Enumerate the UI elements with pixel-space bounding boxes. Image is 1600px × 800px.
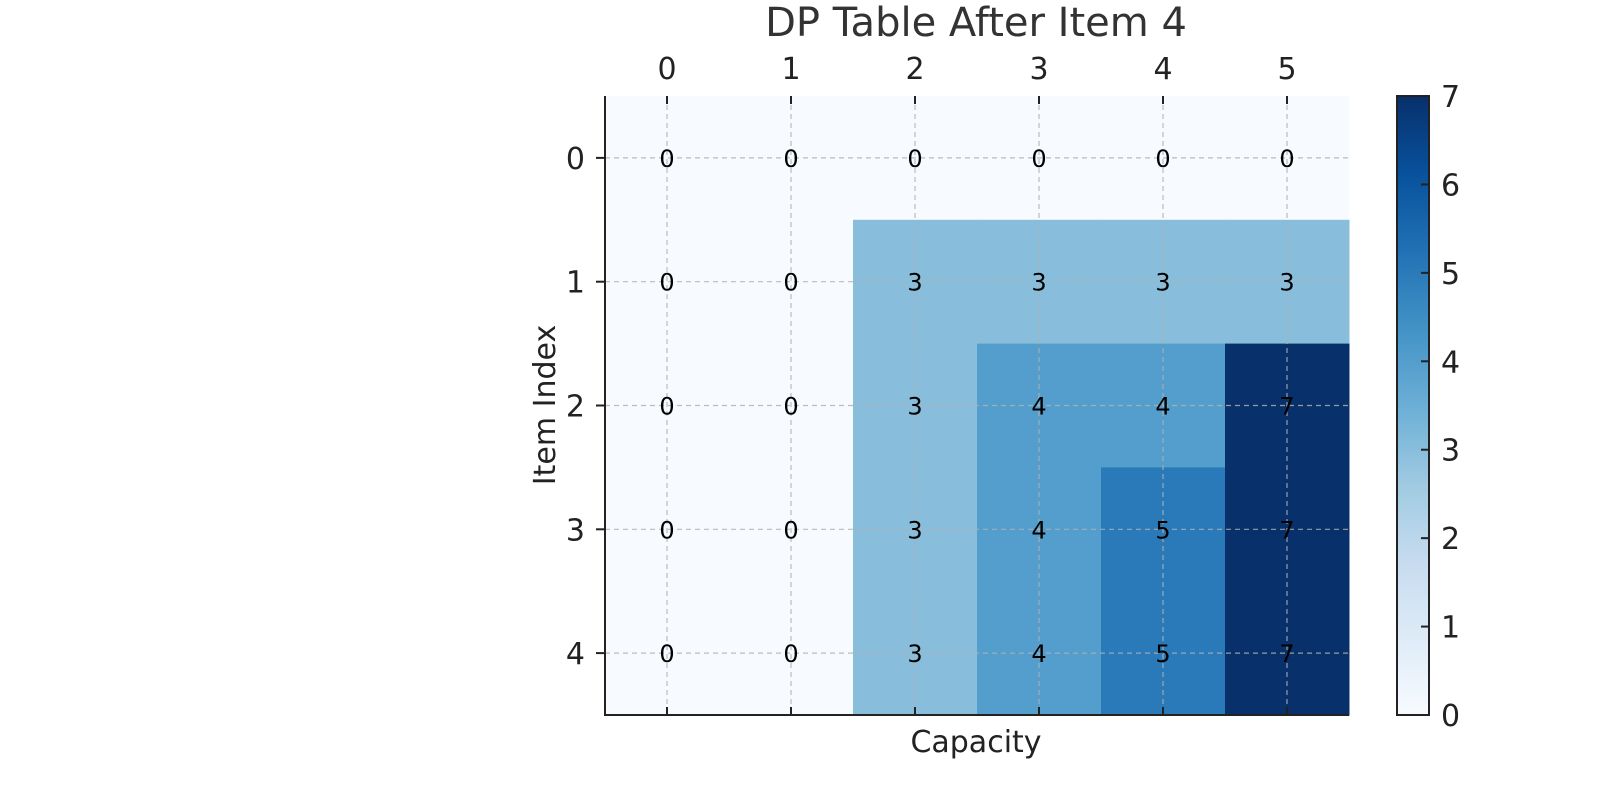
cell-label-r3-c1: 0 bbox=[783, 516, 798, 544]
y-tick-label: 2 bbox=[566, 390, 585, 425]
x-tick-label: 1 bbox=[781, 52, 800, 87]
colorbar-tick-label: 3 bbox=[1441, 434, 1460, 469]
y-tick-label: 4 bbox=[566, 637, 585, 672]
colorbar-ticks: 0 1 2 3 4 5 6 7 bbox=[1421, 80, 1460, 734]
x-tick-label: 2 bbox=[905, 52, 924, 87]
cell-label-r1-c3: 3 bbox=[1031, 269, 1046, 297]
grid-lines bbox=[605, 96, 1349, 715]
cell-label-r4-c2: 3 bbox=[907, 640, 922, 668]
cell-label-r3-c3: 4 bbox=[1031, 516, 1046, 544]
colorbar-tick-label: 4 bbox=[1441, 345, 1460, 380]
y-tick-label: 3 bbox=[566, 513, 585, 548]
x-tick-label: 4 bbox=[1153, 52, 1172, 87]
cell-label-r3-c2: 3 bbox=[907, 516, 922, 544]
y-tick-label: 1 bbox=[566, 266, 585, 301]
cell-label-r1-c5: 3 bbox=[1279, 269, 1294, 297]
cell-label-r1-c0: 0 bbox=[659, 269, 674, 297]
cell-label-r4-c0: 0 bbox=[659, 640, 674, 668]
cell-label-r0-c5: 0 bbox=[1279, 145, 1294, 173]
chart-title: DP Table After Item 4 bbox=[765, 0, 1187, 46]
cell-label-r4-c1: 0 bbox=[783, 640, 798, 668]
cell-label-r3-c4: 5 bbox=[1155, 516, 1170, 544]
cell-label-r2-c5: 7 bbox=[1279, 393, 1294, 421]
colorbar-tick-label: 6 bbox=[1441, 168, 1460, 203]
cell-label-r0-c0: 0 bbox=[659, 145, 674, 173]
x-axis-ticks: 0 1 2 3 4 5 bbox=[657, 52, 1297, 715]
cell-label-r0-c1: 0 bbox=[783, 145, 798, 173]
y-axis-label: Item Index bbox=[528, 325, 563, 485]
colorbar-tick-label: 5 bbox=[1441, 257, 1460, 292]
cell-label-r3-c5: 7 bbox=[1279, 516, 1294, 544]
colorbar bbox=[1396, 95, 1430, 716]
colorbar-tick-label: 7 bbox=[1441, 80, 1460, 115]
colorbar-tick-label: 0 bbox=[1441, 699, 1460, 734]
x-tick-label: 0 bbox=[657, 52, 676, 87]
cell-label-r2-c2: 3 bbox=[907, 393, 922, 421]
cell-label-r2-c3: 4 bbox=[1031, 393, 1046, 421]
cell-label-r2-c4: 4 bbox=[1155, 393, 1170, 421]
y-axis-ticks: 0 1 2 3 4 bbox=[566, 142, 605, 672]
x-tick-label: 5 bbox=[1277, 52, 1296, 87]
y-tick-label: 0 bbox=[566, 142, 585, 177]
cell-labels: 0 0 0 0 0 0 0 0 3 3 3 3 0 0 3 4 4 7 0 0 3 4 5 7 0 0 3 4 5 7 bbox=[659, 145, 1294, 668]
cell-label-r2-c1: 0 bbox=[783, 393, 798, 421]
cell-label-r0-c3: 0 bbox=[1031, 145, 1046, 173]
cell-label-r4-c4: 5 bbox=[1155, 640, 1170, 668]
cell-label-r4-c3: 4 bbox=[1031, 640, 1046, 668]
cell-label-r2-c0: 0 bbox=[659, 393, 674, 421]
colorbar-tick-label: 2 bbox=[1441, 522, 1460, 557]
cell-label-r0-c2: 0 bbox=[907, 145, 922, 173]
cell-label-r4-c5: 7 bbox=[1279, 640, 1294, 668]
x-axis-label: Capacity bbox=[910, 725, 1041, 760]
cell-label-r3-c0: 0 bbox=[659, 516, 674, 544]
colorbar-tick-label: 1 bbox=[1441, 611, 1460, 646]
x-tick-label: 3 bbox=[1029, 52, 1048, 87]
cell-label-r1-c4: 3 bbox=[1155, 269, 1170, 297]
cell-label-r1-c1: 0 bbox=[783, 269, 798, 297]
cell-label-r1-c2: 3 bbox=[907, 269, 922, 297]
cell-label-r0-c4: 0 bbox=[1155, 145, 1170, 173]
